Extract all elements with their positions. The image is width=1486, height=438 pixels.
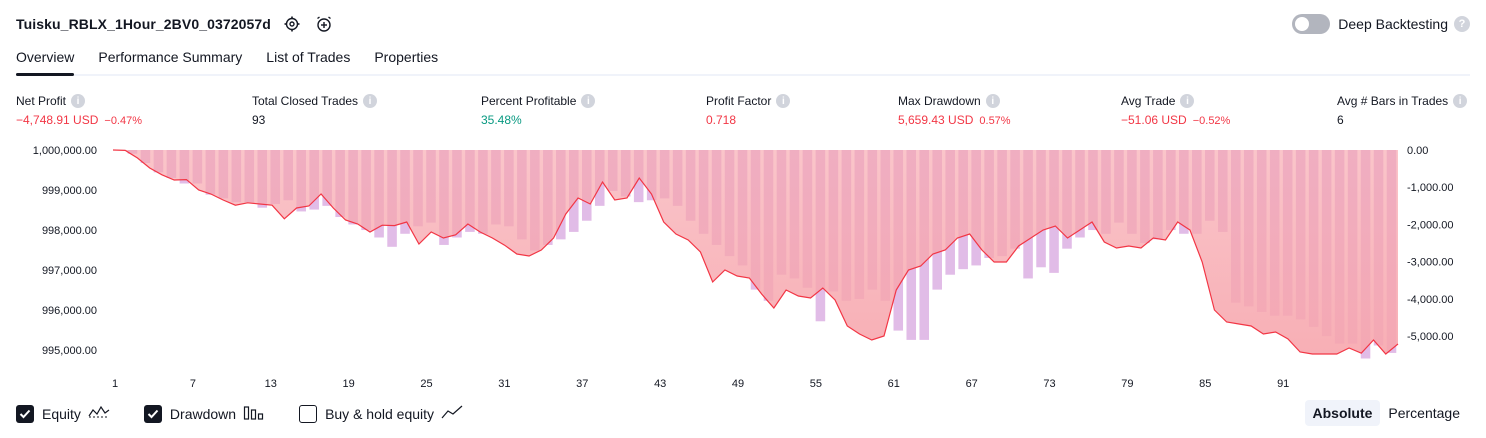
- info-icon[interactable]: i: [985, 94, 1000, 108]
- strategy-title: Tuisku_RBLX_1Hour_2BV0_0372057d: [16, 16, 271, 32]
- metric-avg-bars-in-trades: Avg # Bars in Trades i 6: [1337, 93, 1468, 129]
- legend-equity[interactable]: Equity: [16, 404, 110, 425]
- x-axis-tick: 1: [112, 378, 118, 390]
- metric-value: 35.48%: [481, 113, 522, 127]
- x-axis-tick: 91: [1277, 378, 1289, 390]
- x-axis-tick: 43: [654, 378, 666, 390]
- info-icon[interactable]: i: [363, 94, 378, 108]
- right-axis-tick: -5,000.00: [1407, 331, 1453, 343]
- right-axis-tick: 0.00: [1407, 145, 1428, 157]
- gear-icon[interactable]: [281, 13, 303, 35]
- value-mode-switch: Absolute Percentage: [1304, 400, 1469, 426]
- info-icon[interactable]: i: [1180, 94, 1195, 108]
- metric-value: 6: [1337, 113, 1344, 127]
- right-axis-tick: -1,000.00: [1407, 182, 1453, 194]
- legend-label: Equity: [42, 406, 81, 422]
- metric-percent: 0.57%: [979, 115, 1011, 127]
- right-axis-tick: -3,000.00: [1407, 257, 1453, 269]
- x-axis-tick: 61: [888, 378, 900, 390]
- metric-value: −51.06 USD: [1121, 113, 1187, 127]
- left-axis-tick: 995,000.00: [42, 345, 97, 357]
- x-axis-tick: 67: [966, 378, 978, 390]
- drawdown-checkbox[interactable]: [143, 405, 162, 423]
- x-axis-tick: 31: [498, 378, 510, 390]
- left-axis-tick: 996,000.00: [42, 305, 97, 317]
- info-icon[interactable]: i: [581, 94, 596, 108]
- left-axis-tick: 999,000.00: [42, 185, 97, 197]
- x-axis-tick: 25: [420, 378, 432, 390]
- equity-checkbox[interactable]: [16, 405, 34, 423]
- equity-line: [112, 149, 1399, 355]
- left-axis-tick: 998,000.00: [42, 225, 97, 237]
- right-axis-tick: -2,000.00: [1407, 220, 1453, 232]
- x-axis-tick: 13: [265, 378, 277, 390]
- alarm-add-icon[interactable]: [313, 13, 335, 35]
- buy-hold-checkbox[interactable]: [299, 405, 318, 423]
- equity-drawdown-chart[interactable]: 1,000,000.00 999,000.00 998,000.00 997,000.…: [0, 138, 1486, 390]
- metric-total-closed-trades: Total Closed Trades i 93: [252, 93, 378, 129]
- help-icon[interactable]: ?: [1454, 16, 1470, 32]
- legend-buy-hold-equity[interactable]: Buy & hold equity: [299, 404, 463, 425]
- metric-label: Profit Factor: [706, 94, 772, 108]
- metric-label: Net Profit: [16, 94, 67, 108]
- drawdown-bars-icon: [243, 404, 265, 425]
- absolute-button[interactable]: Absolute: [1304, 400, 1381, 426]
- info-icon[interactable]: i: [1453, 94, 1468, 108]
- x-axis-tick: 7: [190, 378, 196, 390]
- deep-backtesting-label: Deep Backtesting: [1338, 16, 1448, 32]
- x-axis-tick: 19: [342, 378, 354, 390]
- metric-net-profit: Net Profit i −4,748.91 USD −0.47%: [16, 93, 142, 129]
- right-axis-tick: -4,000.00: [1407, 294, 1453, 306]
- tab-overview[interactable]: Overview: [16, 46, 75, 76]
- metric-value: 5,659.43 USD: [898, 113, 974, 127]
- metric-label: Avg # Bars in Trades: [1337, 94, 1449, 108]
- buy-hold-line-icon: [441, 404, 463, 425]
- info-icon[interactable]: i: [71, 94, 86, 108]
- tab-properties[interactable]: Properties: [374, 49, 439, 65]
- left-axis-tick: 1,000,000.00: [33, 145, 97, 157]
- x-axis-tick: 85: [1199, 378, 1211, 390]
- metric-label: Max Drawdown: [898, 94, 981, 108]
- equity-line-icon: [88, 404, 110, 425]
- left-axis-tick: 997,000.00: [42, 265, 97, 277]
- deep-backtesting-toggle[interactable]: [1292, 14, 1331, 34]
- left-axis: 1,000,000.00 999,000.00 998,000.00 997,000.…: [33, 145, 97, 357]
- chart-legend: Equity Drawdown Buy & hold equity: [16, 402, 497, 426]
- report-header: Tuisku_RBLX_1Hour_2BV0_0372057d: [16, 10, 335, 38]
- equity-drawdown-area: [113, 150, 1398, 354]
- x-axis-tick: 73: [1043, 378, 1055, 390]
- metric-percent: −0.52%: [1192, 115, 1231, 127]
- right-axis: 0.00 -1,000.00 -2,000.00 -3,000.00 -4,000.00…: [1407, 145, 1453, 343]
- metric-label: Avg Trade: [1121, 94, 1176, 108]
- tab-performance-summary[interactable]: Performance Summary: [98, 49, 243, 65]
- metric-profit-factor: Profit Factor i 0.718: [706, 93, 791, 129]
- metric-percent-profitable: Percent Profitable i 35.48%: [481, 93, 596, 129]
- x-axis: 1 7 13 19 25 31 37 43 49 55 61 67 73 79 85 91: [112, 378, 1289, 390]
- percentage-button[interactable]: Percentage: [1388, 405, 1460, 421]
- deep-backtesting: Deep Backtesting ?: [1292, 12, 1470, 36]
- metric-avg-trade: Avg Trade i −51.06 USD −0.52%: [1121, 93, 1230, 129]
- legend-label: Buy & hold equity: [325, 406, 435, 422]
- report-tabs: Overview Performance Summary List of Tra…: [16, 46, 1470, 76]
- x-axis-tick: 37: [576, 378, 588, 390]
- legend-drawdown[interactable]: Drawdown: [143, 404, 265, 425]
- toggle-knob: [1295, 17, 1310, 31]
- legend-label: Drawdown: [169, 406, 237, 422]
- metric-value: −4,748.91 USD: [16, 113, 99, 127]
- metric-max-drawdown: Max Drawdown i 5,659.43 USD 0.57%: [898, 93, 1011, 129]
- tab-list-of-trades[interactable]: List of Trades: [266, 49, 351, 65]
- metric-value: 93: [252, 113, 266, 127]
- x-axis-tick: 79: [1121, 378, 1133, 390]
- metric-percent: −0.47%: [104, 115, 143, 127]
- x-axis-tick: 55: [810, 378, 822, 390]
- metric-label: Percent Profitable: [481, 94, 577, 108]
- metric-label: Total Closed Trades: [252, 94, 359, 108]
- metric-value: 0.718: [706, 113, 737, 127]
- x-axis-tick: 49: [732, 378, 744, 390]
- info-icon[interactable]: i: [776, 94, 791, 108]
